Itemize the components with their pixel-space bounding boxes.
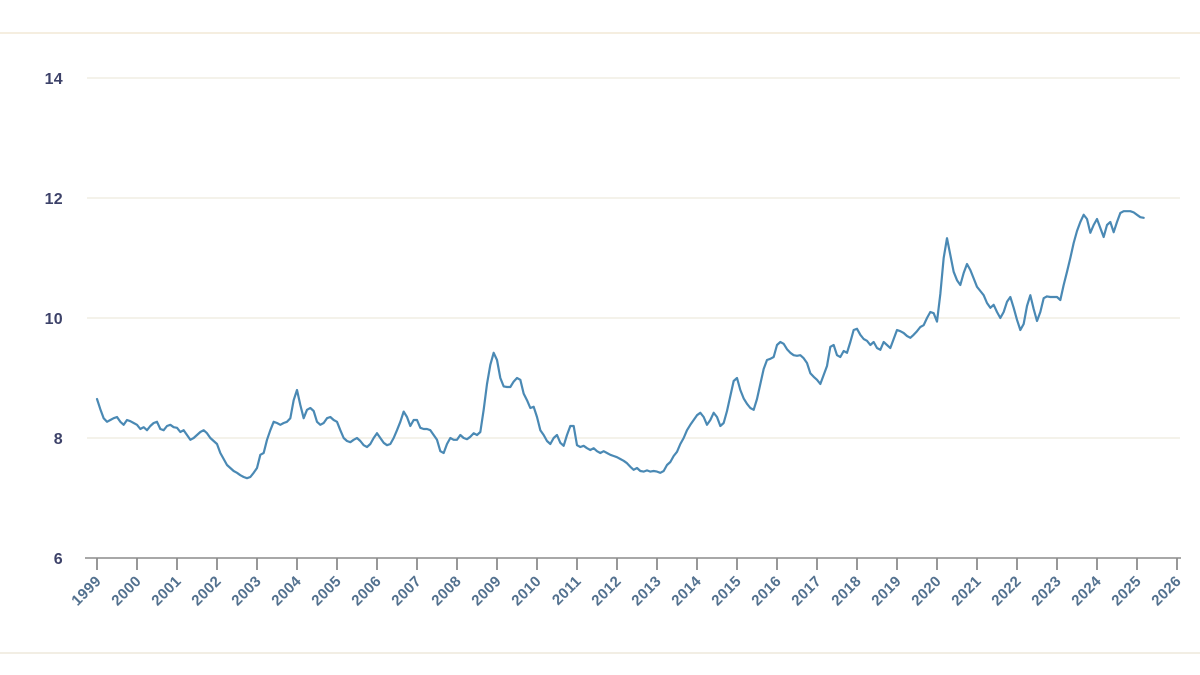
y-tick-label: 10 xyxy=(45,311,63,328)
x-tick-label: 2020 xyxy=(908,573,944,609)
x-tick-label: 2003 xyxy=(228,573,264,609)
x-tick-label: 2015 xyxy=(708,573,744,609)
x-tick-label: 2021 xyxy=(948,573,984,609)
x-tick-label: 2010 xyxy=(508,573,544,609)
x-tick-label: 2014 xyxy=(668,573,705,610)
x-tick-label: 2007 xyxy=(388,573,424,609)
x-tick-label: 2011 xyxy=(549,573,585,609)
x-tick-label: 2004 xyxy=(268,573,305,610)
y-tick-label: 12 xyxy=(45,191,63,208)
x-tick-label: 2026 xyxy=(1148,573,1184,609)
x-tick-label: 2024 xyxy=(1068,573,1105,610)
x-tick-label: 2017 xyxy=(788,573,824,609)
x-tick-label: 2016 xyxy=(748,573,784,609)
y-tick-label: 6 xyxy=(54,551,63,568)
x-tick-label: 2019 xyxy=(868,573,904,609)
horizontal-gridlines xyxy=(87,77,1180,439)
x-tick-label: 1999 xyxy=(68,573,104,609)
x-tick-label: 2005 xyxy=(308,573,344,609)
x-tick-label: 2025 xyxy=(1108,573,1144,609)
x-tick-label: 2022 xyxy=(988,573,1024,609)
x-tick-label: 2013 xyxy=(628,573,664,609)
y-tick-label: 14 xyxy=(45,71,63,88)
x-tick-label: 2008 xyxy=(428,573,464,609)
x-axis-labels: 1999 2000 2001 2002 2003 2004 2005 2006 2007 2008… xyxy=(68,573,1184,610)
x-tick-label: 2009 xyxy=(468,573,504,609)
x-tick-label: 2002 xyxy=(188,573,224,609)
x-tick-label: 2012 xyxy=(588,573,624,609)
y-tick-label: 8 xyxy=(54,431,63,448)
y-axis-labels: 6 8 10 12 14 xyxy=(45,71,63,568)
page-divider-rules xyxy=(0,32,1200,654)
trend-line xyxy=(95,210,1145,480)
x-tick-label: 2006 xyxy=(348,573,384,609)
x-tick-label: 2023 xyxy=(1028,573,1064,609)
x-tick-label: 2000 xyxy=(108,573,144,609)
data-series xyxy=(95,210,1145,480)
x-tick-label: 2001 xyxy=(148,573,184,609)
x-tick-label: 2018 xyxy=(828,573,864,609)
x-axis xyxy=(85,557,1181,570)
